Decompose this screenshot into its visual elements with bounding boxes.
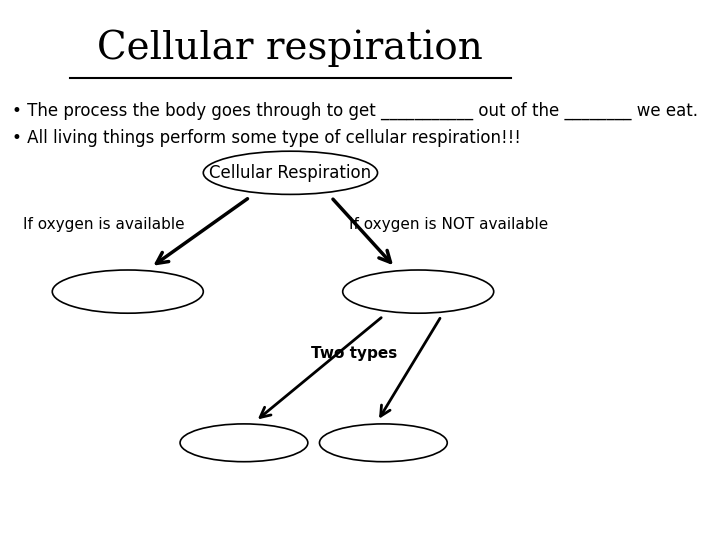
Text: Cellular respiration: Cellular respiration bbox=[97, 30, 483, 68]
Text: Two types: Two types bbox=[311, 346, 397, 361]
Text: If oxygen is available: If oxygen is available bbox=[23, 217, 185, 232]
Text: If oxygen is NOT available: If oxygen is NOT available bbox=[348, 217, 548, 232]
Text: • All living things perform some type of cellular respiration!!!: • All living things perform some type of… bbox=[12, 129, 521, 147]
Text: Cellular Respiration: Cellular Respiration bbox=[210, 164, 372, 182]
Text: • The process the body goes through to get ___________ out of the ________ we ea: • The process the body goes through to g… bbox=[12, 102, 698, 120]
